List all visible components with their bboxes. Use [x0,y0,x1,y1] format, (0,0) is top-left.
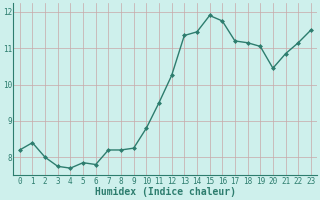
X-axis label: Humidex (Indice chaleur): Humidex (Indice chaleur) [95,187,236,197]
